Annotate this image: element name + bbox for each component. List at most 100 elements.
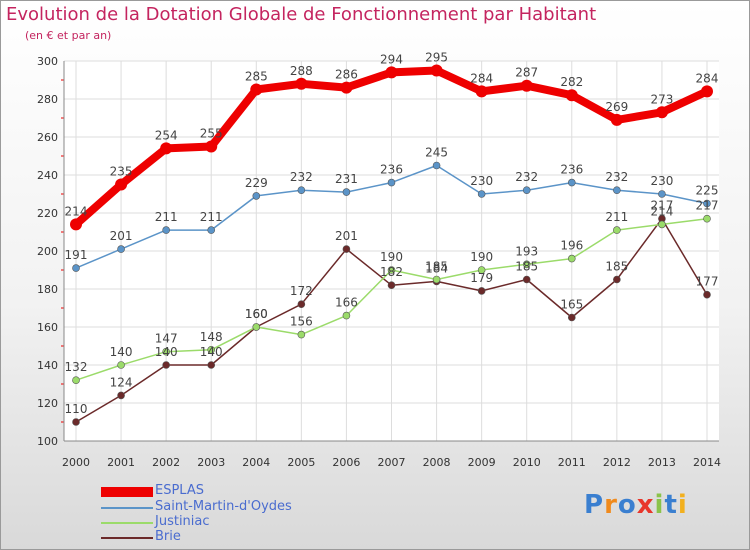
data-label-saint-martin-d-oydes: 230 <box>470 174 493 188</box>
data-label-esplas: 269 <box>605 100 628 114</box>
x-tick-label: 2012 <box>603 456 631 469</box>
y-tick-label: 140 <box>37 359 58 372</box>
data-point-justiniac <box>72 376 80 385</box>
data-point-saint-martin-d-oydes <box>72 264 80 272</box>
data-label-justiniac: 193 <box>515 244 538 258</box>
logo-letter: i <box>654 490 665 520</box>
data-label-justiniac: 156 <box>290 315 313 329</box>
data-label-justiniac: 160 <box>245 307 268 321</box>
data-point-esplas <box>340 81 353 94</box>
data-point-saint-martin-d-oydes <box>117 245 125 253</box>
data-label-esplas: 254 <box>155 128 178 142</box>
data-point-brie <box>342 245 351 253</box>
proxiti-logo: Proxiti <box>584 490 688 520</box>
data-label-esplas: 255 <box>200 127 223 141</box>
data-point-saint-martin-d-oydes <box>207 226 216 234</box>
data-label-saint-martin-d-oydes: 230 <box>650 174 673 188</box>
data-label-esplas: 287 <box>515 66 538 80</box>
data-label-brie: 140 <box>155 345 178 359</box>
data-label-justiniac: 166 <box>335 296 358 310</box>
legend-swatch <box>101 537 153 539</box>
data-label-esplas: 284 <box>696 71 719 85</box>
y-tick-label: 260 <box>37 131 58 144</box>
y-tick-label: 300 <box>37 55 58 68</box>
x-tick-label: 2001 <box>107 456 135 469</box>
data-label-justiniac: 196 <box>560 239 583 253</box>
legend-label: Brie <box>155 529 181 544</box>
data-point-brie <box>207 361 216 369</box>
data-point-brie <box>477 287 486 295</box>
legend-label: ESPLAS <box>155 483 204 498</box>
data-point-justiniac <box>432 275 441 284</box>
data-point-saint-martin-d-oydes <box>387 178 396 187</box>
data-label-saint-martin-d-oydes: 236 <box>560 163 583 177</box>
data-label-justiniac: 147 <box>155 332 178 346</box>
data-label-esplas: 295 <box>425 51 448 65</box>
logo-letter: i <box>677 490 688 520</box>
data-label-justiniac: 185 <box>425 260 448 274</box>
data-point-brie <box>567 313 576 322</box>
data-point-justiniac <box>297 330 306 339</box>
data-point-saint-martin-d-oydes <box>658 190 666 198</box>
data-label-brie: 140 <box>200 345 223 359</box>
data-point-justiniac <box>477 266 486 274</box>
data-label-brie: 124 <box>110 375 133 389</box>
x-tick-label: 2002 <box>152 456 180 469</box>
y-tick-label: 100 <box>37 435 58 448</box>
data-point-esplas <box>475 85 488 98</box>
data-label-brie: 185 <box>605 260 628 274</box>
data-point-saint-martin-d-oydes <box>297 186 306 194</box>
data-label-saint-martin-d-oydes: 232 <box>290 170 313 184</box>
logo-letter: P <box>584 490 605 520</box>
logo-letter: o <box>617 490 637 520</box>
data-label-saint-martin-d-oydes: 191 <box>65 248 88 262</box>
legend-label: Justiniac <box>155 514 210 529</box>
x-tick-label: 2000 <box>62 456 90 469</box>
data-label-justiniac: 217 <box>696 199 719 213</box>
data-point-brie <box>387 281 396 290</box>
data-label-justiniac: 214 <box>650 204 673 218</box>
data-point-brie <box>522 275 531 284</box>
data-label-esplas: 288 <box>290 64 313 78</box>
data-point-esplas <box>70 218 82 231</box>
x-tick-label: 2013 <box>648 456 676 469</box>
data-point-justiniac <box>162 347 170 356</box>
data-label-brie: 184 <box>425 261 448 275</box>
y-tick-label: 200 <box>37 245 58 258</box>
data-point-esplas <box>160 142 173 155</box>
data-point-brie <box>162 361 170 369</box>
data-label-esplas: 284 <box>470 71 493 85</box>
data-point-justiniac <box>522 260 531 269</box>
data-label-brie: 172 <box>290 284 313 298</box>
data-point-saint-martin-d-oydes <box>252 192 261 200</box>
data-point-justiniac <box>613 226 621 234</box>
x-tick-label: 2008 <box>423 456 451 469</box>
data-point-justiniac <box>117 361 125 369</box>
data-point-saint-martin-d-oydes <box>703 199 711 208</box>
x-tick-label: 2004 <box>242 456 270 469</box>
data-point-esplas <box>115 178 128 191</box>
data-label-saint-martin-d-oydes: 225 <box>696 184 719 198</box>
data-label-saint-martin-d-oydes: 201 <box>110 229 133 243</box>
data-label-brie: 177 <box>696 275 719 289</box>
legend-swatch <box>101 507 153 509</box>
x-tick-label: 2003 <box>197 456 225 469</box>
data-point-justiniac <box>207 345 216 354</box>
x-tick-label: 2010 <box>513 456 541 469</box>
data-point-saint-martin-d-oydes <box>162 226 170 234</box>
data-label-brie: 217 <box>650 199 673 213</box>
data-label-brie: 185 <box>515 260 538 274</box>
data-label-esplas: 214 <box>65 204 88 218</box>
data-label-brie: 179 <box>470 271 493 285</box>
data-point-esplas <box>520 79 533 92</box>
data-label-esplas: 273 <box>650 92 673 106</box>
data-label-esplas: 294 <box>380 52 403 66</box>
data-label-justiniac: 132 <box>65 360 88 374</box>
data-point-esplas <box>701 85 713 98</box>
y-tick-label: 240 <box>37 169 58 182</box>
data-label-esplas: 235 <box>110 165 133 179</box>
data-label-saint-martin-d-oydes: 236 <box>380 163 403 177</box>
y-tick-label: 220 <box>37 207 58 220</box>
